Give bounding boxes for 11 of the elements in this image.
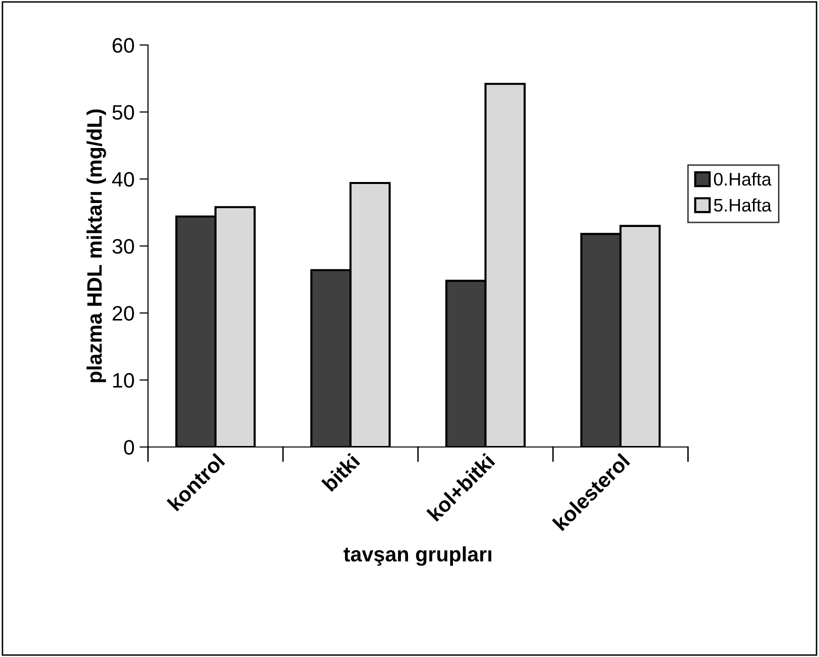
y-tick-label: 50 xyxy=(112,105,134,120)
legend-label: 5.Hafta xyxy=(714,198,772,212)
x-axis-title: tavşan grupları xyxy=(344,546,492,566)
y-tick-label: 0 xyxy=(124,440,134,455)
y-tick-label: 20 xyxy=(112,306,134,321)
y-tick-label: 10 xyxy=(113,373,134,388)
legend-label: 0.Hafta xyxy=(714,172,772,186)
y-tick-label: 40 xyxy=(112,172,134,187)
y-tick-label: 60 xyxy=(112,38,134,53)
y-tick-label: 30 xyxy=(112,239,134,254)
y-axis-title: plazma HDL miktarı (mg/dL) xyxy=(86,109,106,382)
